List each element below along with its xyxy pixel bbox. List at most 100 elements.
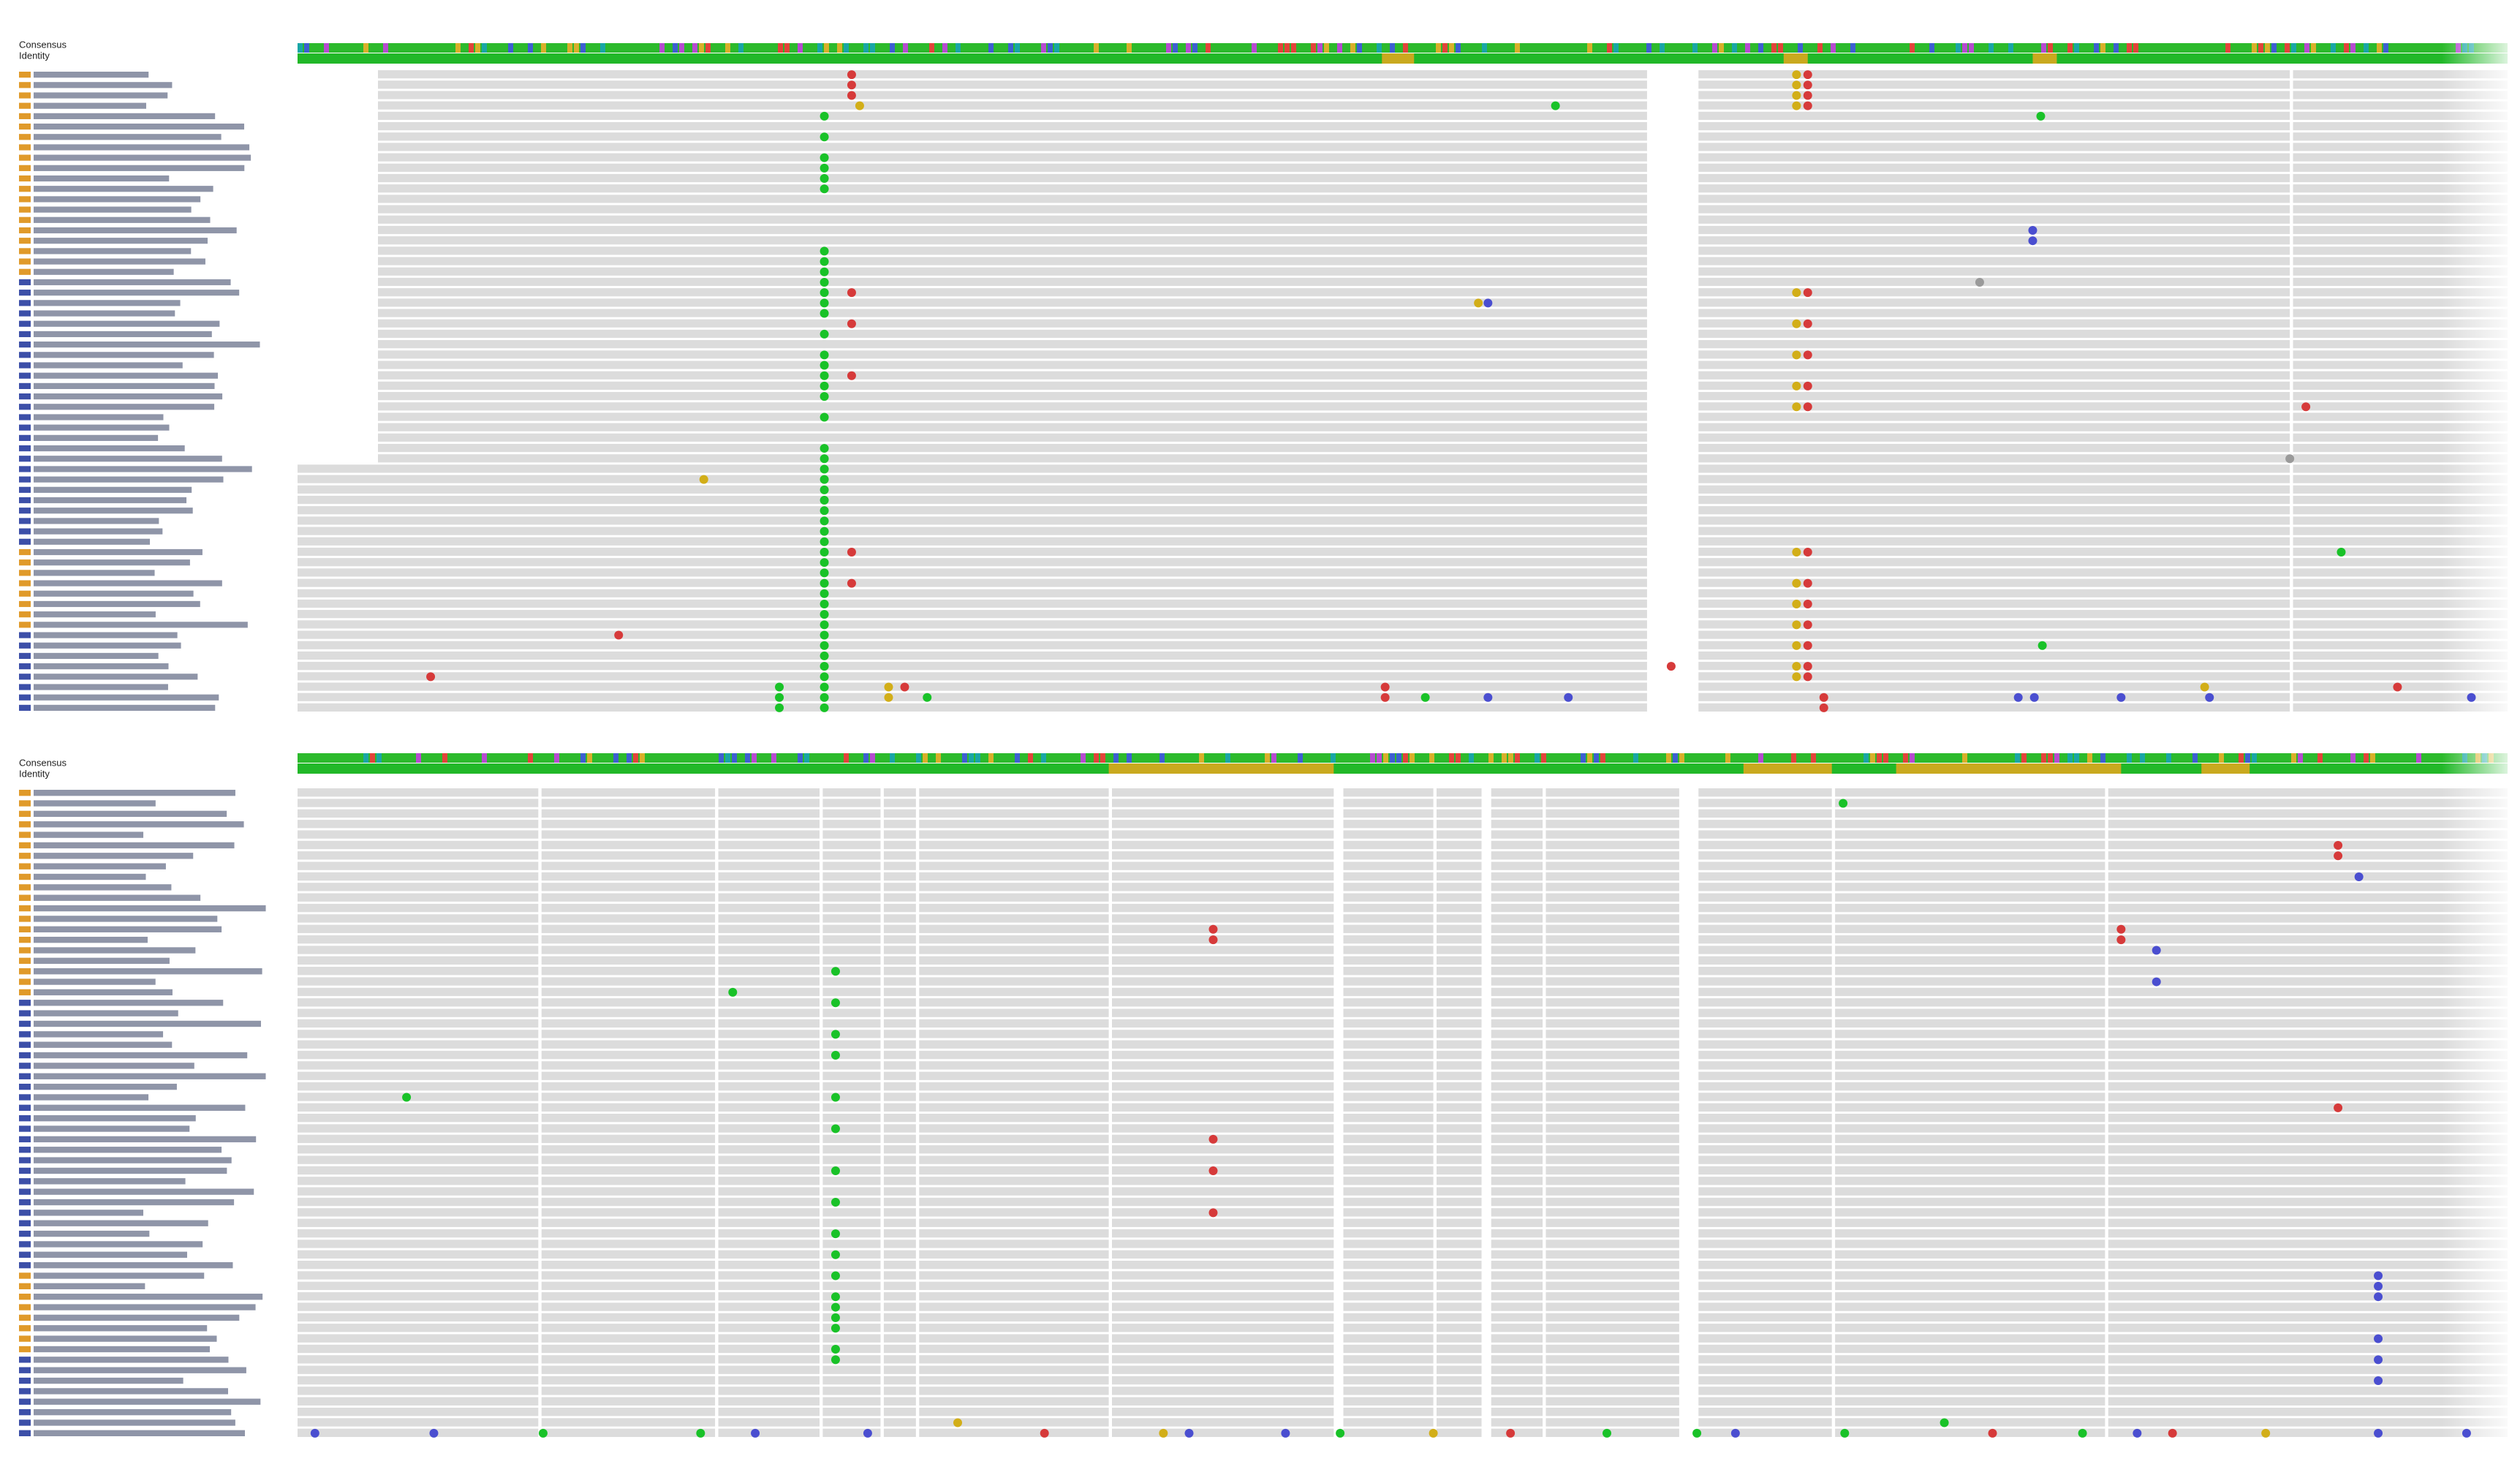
- consensus-base: [929, 43, 934, 53]
- variant-dot: [310, 1428, 319, 1438]
- consensus-base: [1206, 43, 1211, 53]
- sequence-row: [378, 225, 2508, 235]
- consensus-base: [673, 43, 678, 53]
- sequence-row: [298, 1134, 2508, 1144]
- consensus-base: [1745, 43, 1750, 53]
- variant-dot: [820, 537, 829, 546]
- variant-dot: [820, 267, 829, 276]
- sequence-row: [378, 173, 2508, 183]
- sequence-row: [298, 1071, 2508, 1080]
- consensus-base: [699, 43, 704, 53]
- gap-column: [1108, 788, 1113, 1438]
- row-name: [34, 154, 251, 161]
- consensus-base: [2278, 753, 2283, 763]
- sequence-row: [298, 651, 2508, 660]
- row-name: [34, 1000, 224, 1006]
- consensus-base: [837, 43, 842, 53]
- consensus-base: [2114, 43, 2119, 53]
- consensus-base: [784, 43, 790, 53]
- sequence-row: [378, 267, 2508, 276]
- gap-column: [819, 788, 823, 1438]
- consensus-base: [1028, 753, 1033, 763]
- sequence-row: [298, 872, 2508, 881]
- row-tag: [19, 434, 31, 441]
- consensus-base: [2153, 753, 2158, 763]
- variant-dot: [2152, 946, 2161, 955]
- sequence-row: [378, 111, 2508, 120]
- consensus-base: [2048, 753, 2053, 763]
- row-tag: [19, 652, 31, 660]
- sequence-row: [298, 1093, 2508, 1101]
- consensus-base: [804, 753, 809, 763]
- row-tag: [19, 1178, 31, 1185]
- variant-dot: [820, 630, 829, 640]
- variant-dot: [2374, 1376, 2383, 1386]
- consensus-base: [1100, 753, 1105, 763]
- consensus-base: [363, 43, 368, 53]
- consensus-base: [2350, 43, 2356, 53]
- variant-dot: [820, 381, 829, 391]
- consensus-base: [1186, 43, 1191, 53]
- variant-dot: [820, 548, 829, 557]
- variant-dot: [2337, 548, 2346, 557]
- variant-dot: [1792, 641, 1801, 650]
- row-name: [34, 947, 196, 954]
- sequence-row: [298, 662, 2508, 671]
- consensus-base: [1087, 43, 1092, 53]
- row-name: [34, 175, 170, 182]
- row-tag: [19, 123, 31, 130]
- consensus-base: [1765, 753, 1770, 763]
- variant-dot: [830, 1324, 840, 1333]
- sequence-row: [378, 257, 2508, 265]
- consensus-base: [1462, 753, 1467, 763]
- row-name: [34, 1346, 211, 1353]
- consensus-base: [1278, 43, 1283, 53]
- sequence-row: [298, 1271, 2508, 1280]
- identity-label: Identity: [19, 50, 50, 61]
- consensus-base: [304, 43, 309, 53]
- sequence-row: [298, 589, 2508, 597]
- sequence-row: [298, 1334, 2508, 1343]
- gap-column: [1679, 788, 1699, 1438]
- consensus-base: [923, 753, 928, 763]
- consensus-base: [936, 753, 941, 763]
- variant-dot: [820, 558, 829, 567]
- row-tag: [19, 968, 31, 975]
- consensus-base: [1133, 43, 1138, 53]
- row-tag: [19, 559, 31, 566]
- sequence-row: [378, 70, 2508, 79]
- sequence-row: [298, 935, 2508, 944]
- consensus-base: [1337, 43, 1342, 53]
- consensus-base: [975, 753, 980, 763]
- row-name: [34, 916, 218, 922]
- consensus-base: [2331, 43, 2336, 53]
- row-name: [34, 1367, 246, 1373]
- variant-dot: [1506, 1428, 1516, 1438]
- sequence-row: [298, 485, 2508, 494]
- row-name: [34, 362, 183, 369]
- variant-dot: [830, 1344, 840, 1354]
- sequence-row: [298, 568, 2508, 577]
- consensus-base: [2074, 43, 2079, 53]
- variant-dot: [614, 630, 624, 640]
- row-name: [34, 196, 201, 203]
- consensus-base: [752, 753, 757, 763]
- row-name: [34, 1063, 194, 1069]
- row-name: [34, 113, 216, 119]
- row-tag: [19, 884, 31, 891]
- row-name: [34, 1125, 190, 1132]
- row-tag: [19, 1294, 31, 1300]
- sequence-row: [298, 1040, 2508, 1049]
- sequence-row: [298, 799, 2508, 807]
- consensus-base: [1771, 753, 1777, 763]
- sequence-row: [298, 620, 2508, 629]
- row-tag: [19, 663, 31, 670]
- variant-dot: [1792, 288, 1801, 298]
- consensus-base: [988, 753, 994, 763]
- sequence-row: [378, 80, 2508, 89]
- variant-dot: [1564, 693, 1573, 702]
- variant-dot: [1819, 693, 1828, 702]
- consensus-base: [1008, 43, 1013, 53]
- variant-dot: [820, 174, 829, 184]
- row-name: [34, 1408, 232, 1416]
